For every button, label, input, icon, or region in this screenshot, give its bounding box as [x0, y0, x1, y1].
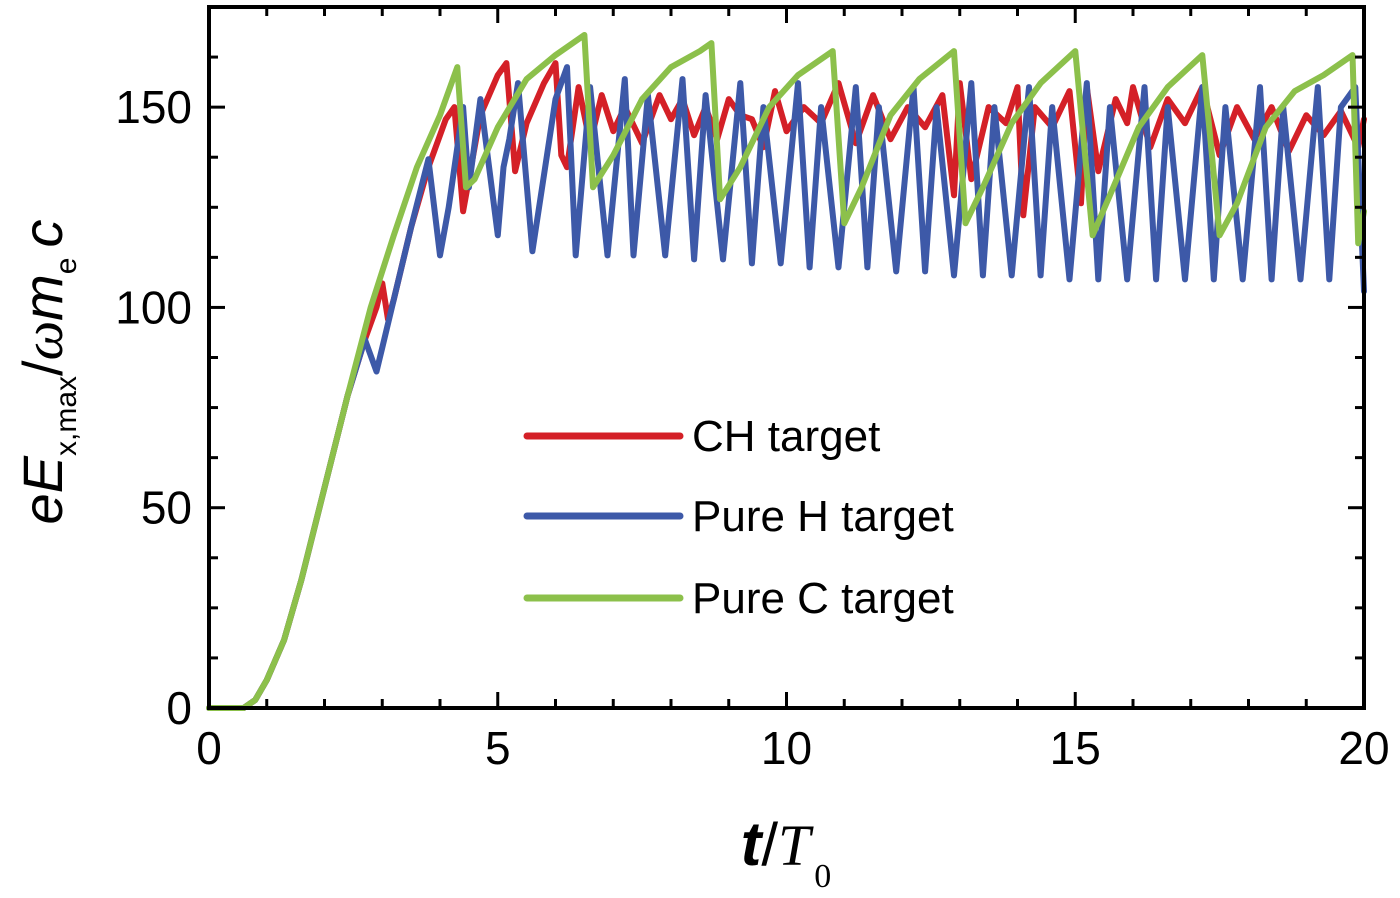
y-tick-label: 100 [115, 281, 192, 333]
x-tick-label: 0 [196, 722, 222, 774]
legend-item-1: Pure H target [523, 492, 954, 541]
x-tick-label: 5 [485, 722, 511, 774]
legend-item-2: Pure C target [523, 574, 954, 623]
x-tick-label: 10 [761, 722, 812, 774]
legend-item-0: CH target [523, 412, 880, 461]
y-tick-label: 50 [141, 482, 192, 534]
legend-label: Pure H target [692, 492, 954, 541]
y-tick-label: 0 [166, 682, 192, 734]
series-line-1 [206, 64, 1367, 711]
y-axis-title: eEx,max/ωmec [11, 220, 83, 525]
x-tick-label: 15 [1050, 722, 1101, 774]
series-line-2 [206, 32, 1367, 711]
legend-layer: CH target Pure H target Pure C target [523, 412, 954, 623]
tick-layer: 0 5 10 15 20 0 50 100 150 [115, 5, 1390, 774]
x-tick-label: 20 [1338, 722, 1389, 774]
y-tick-label: 150 [115, 81, 192, 133]
legend-label: Pure C target [692, 574, 954, 623]
x-axis-title: t/T 0 [741, 810, 832, 895]
legend-label: CH target [692, 412, 880, 461]
series-layer [206, 32, 1367, 711]
